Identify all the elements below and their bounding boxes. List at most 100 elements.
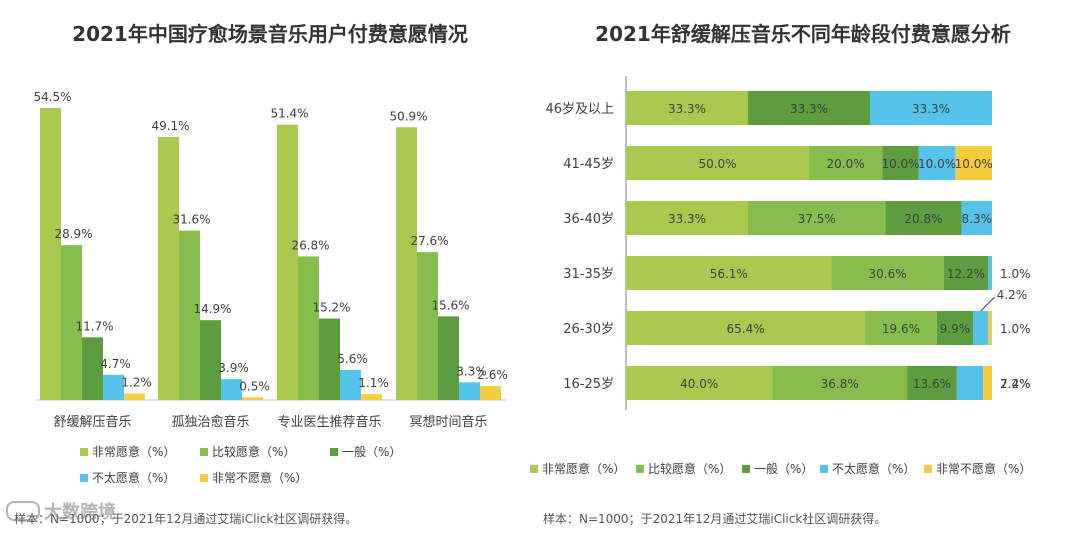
- right-legend-item-not-very-willing: 不太愿意（%）: [820, 460, 915, 477]
- segment-label: 36.8%: [821, 377, 859, 391]
- segment-label: 1.0%: [1000, 267, 1031, 281]
- segment-label: 37.5%: [798, 212, 836, 226]
- category-label: 孤独治愈音乐: [171, 414, 249, 430]
- right-legend-item-very-willing: 非常愿意（%）: [530, 460, 625, 477]
- data-label: 51.4%: [270, 107, 308, 121]
- swatch-neutral: [742, 464, 750, 473]
- bar-very-unwilling: [242, 397, 263, 400]
- bar-neutral: [200, 320, 221, 400]
- segment-not-very-willing: [918, 146, 956, 180]
- segment-label: 10.0%: [881, 157, 919, 171]
- segment-label: 12.2%: [947, 267, 985, 281]
- legend-label: 非常愿意（%）: [92, 445, 176, 459]
- data-label: 26.8%: [291, 238, 329, 252]
- category-label: 冥想时间音乐: [409, 414, 487, 430]
- bar-not-very-willing: [340, 369, 361, 400]
- legend-label: 不太愿意（%）: [832, 462, 916, 476]
- swatch-very-willing: [80, 447, 88, 456]
- swatch-fairly-willing: [636, 464, 644, 473]
- bar-very-willing: [277, 124, 298, 400]
- segment-label: 20.0%: [827, 157, 865, 171]
- right-legend-item-very-unwilling: 非常不愿意（%）: [924, 460, 1031, 477]
- data-label: 5.6%: [337, 352, 368, 366]
- segment-fairly-willing: [831, 256, 944, 290]
- segment-not-very-willing: [961, 201, 992, 235]
- segment-label: 56.1%: [710, 267, 748, 281]
- bar-fairly-willing: [298, 256, 319, 400]
- bar-not-very-willing: [103, 374, 124, 400]
- left-chart-title: 2021年中国疗愈场景音乐用户付费意愿情况: [72, 22, 468, 46]
- age-group-label: 36-40岁: [563, 212, 614, 227]
- bar-very-willing: [158, 136, 179, 400]
- data-label: 0.5%: [239, 379, 270, 393]
- swatch-not-very-willing: [820, 464, 828, 473]
- legend-label: 不太愿意（%）: [92, 471, 176, 485]
- left-sample-note: 样本：N=1000；于2021年12月通过艾瑞iClick社区调研获得。: [14, 512, 358, 526]
- segment-label: 10.0%: [918, 157, 956, 171]
- data-label: 50.9%: [389, 109, 427, 123]
- left-legend-item-very-unwilling: 非常不愿意（%）: [200, 469, 307, 486]
- age-group-label: 16-25岁: [563, 377, 614, 392]
- left-legend-item-not-very-willing: 不太愿意（%）: [80, 469, 175, 486]
- segment-label: 10.0%: [955, 157, 993, 171]
- legend-label: 非常愿意（%）: [542, 462, 626, 476]
- swatch-very-unwilling: [200, 473, 208, 482]
- right-legend-item-fairly-willing: 比较愿意（%）: [636, 460, 731, 477]
- legend-label: 一般（%）: [342, 445, 402, 459]
- right-chart-title: 2021年舒缓解压音乐不同年龄段付费意愿分析: [595, 22, 1011, 46]
- data-label: 1.2%: [121, 376, 152, 390]
- bar-very-unwilling: [361, 394, 382, 400]
- data-label: 3.9%: [218, 361, 249, 375]
- legend-label: 非常不愿意（%）: [936, 462, 1032, 476]
- segment-label: 65.4%: [726, 322, 764, 336]
- bar-very-willing: [40, 108, 61, 400]
- swatch-very-willing: [530, 464, 538, 473]
- data-label: 49.1%: [151, 119, 189, 133]
- bar-neutral: [82, 337, 103, 400]
- segment-neutral: [748, 91, 870, 125]
- segment-very-willing: [626, 256, 832, 290]
- segment-very-willing: [626, 146, 809, 180]
- segment-label: 40.0%: [680, 377, 718, 391]
- segment-fairly-willing: [865, 311, 937, 345]
- segment-label: 13.6%: [913, 377, 951, 391]
- bar-neutral: [319, 318, 340, 400]
- left-legend-item-fairly-willing: 比较愿意（%）: [200, 443, 295, 460]
- watermark-text: 大数跨境: [44, 502, 116, 523]
- age-group-label: 46岁及以上: [545, 102, 614, 117]
- segment-not-very-willing: [956, 366, 984, 400]
- data-label: 15.2%: [312, 301, 350, 315]
- age-group-label: 26-30岁: [563, 322, 614, 337]
- segment-fairly-willing: [772, 366, 908, 400]
- left-legend-item-neutral: 一般（%）: [330, 443, 401, 460]
- bar-not-very-willing: [221, 379, 242, 400]
- left-legend-item-very-willing: 非常愿意（%）: [80, 443, 175, 460]
- watermark: 大数跨境: [6, 498, 116, 524]
- segment-neutral: [885, 201, 962, 235]
- segment-label: 9.9%: [940, 322, 971, 336]
- swatch-not-very-willing: [80, 473, 88, 482]
- data-label: 27.6%: [410, 234, 448, 248]
- segment-label: 30.6%: [869, 267, 907, 281]
- segment-neutral: [936, 311, 973, 345]
- bar-fairly-willing: [417, 252, 438, 400]
- segment-very-willing: [626, 366, 773, 400]
- segment-very-unwilling: [988, 311, 992, 345]
- legend-label: 一般（%）: [754, 462, 814, 476]
- bar-very-willing: [396, 127, 417, 400]
- data-label: 2.6%: [477, 368, 508, 382]
- data-label: 11.7%: [75, 319, 113, 333]
- swatch-neutral: [330, 447, 338, 456]
- age-group-label: 41-45岁: [563, 157, 614, 172]
- right-sample-note: 样本：N=1000；于2021年12月通过艾瑞iClick社区调研获得。: [543, 512, 887, 526]
- segment-neutral: [882, 146, 919, 180]
- segment-label: 4.2%: [997, 288, 1027, 302]
- data-label: 28.9%: [54, 227, 92, 241]
- segment-not-very-willing: [972, 311, 989, 345]
- age-group-label: 31-35岁: [563, 267, 614, 282]
- data-label: 4.7%: [100, 357, 131, 371]
- segment-label: 33.3%: [668, 102, 706, 116]
- data-label: 54.5%: [33, 90, 71, 104]
- bar-neutral: [438, 316, 459, 400]
- segment-fairly-willing: [748, 201, 886, 235]
